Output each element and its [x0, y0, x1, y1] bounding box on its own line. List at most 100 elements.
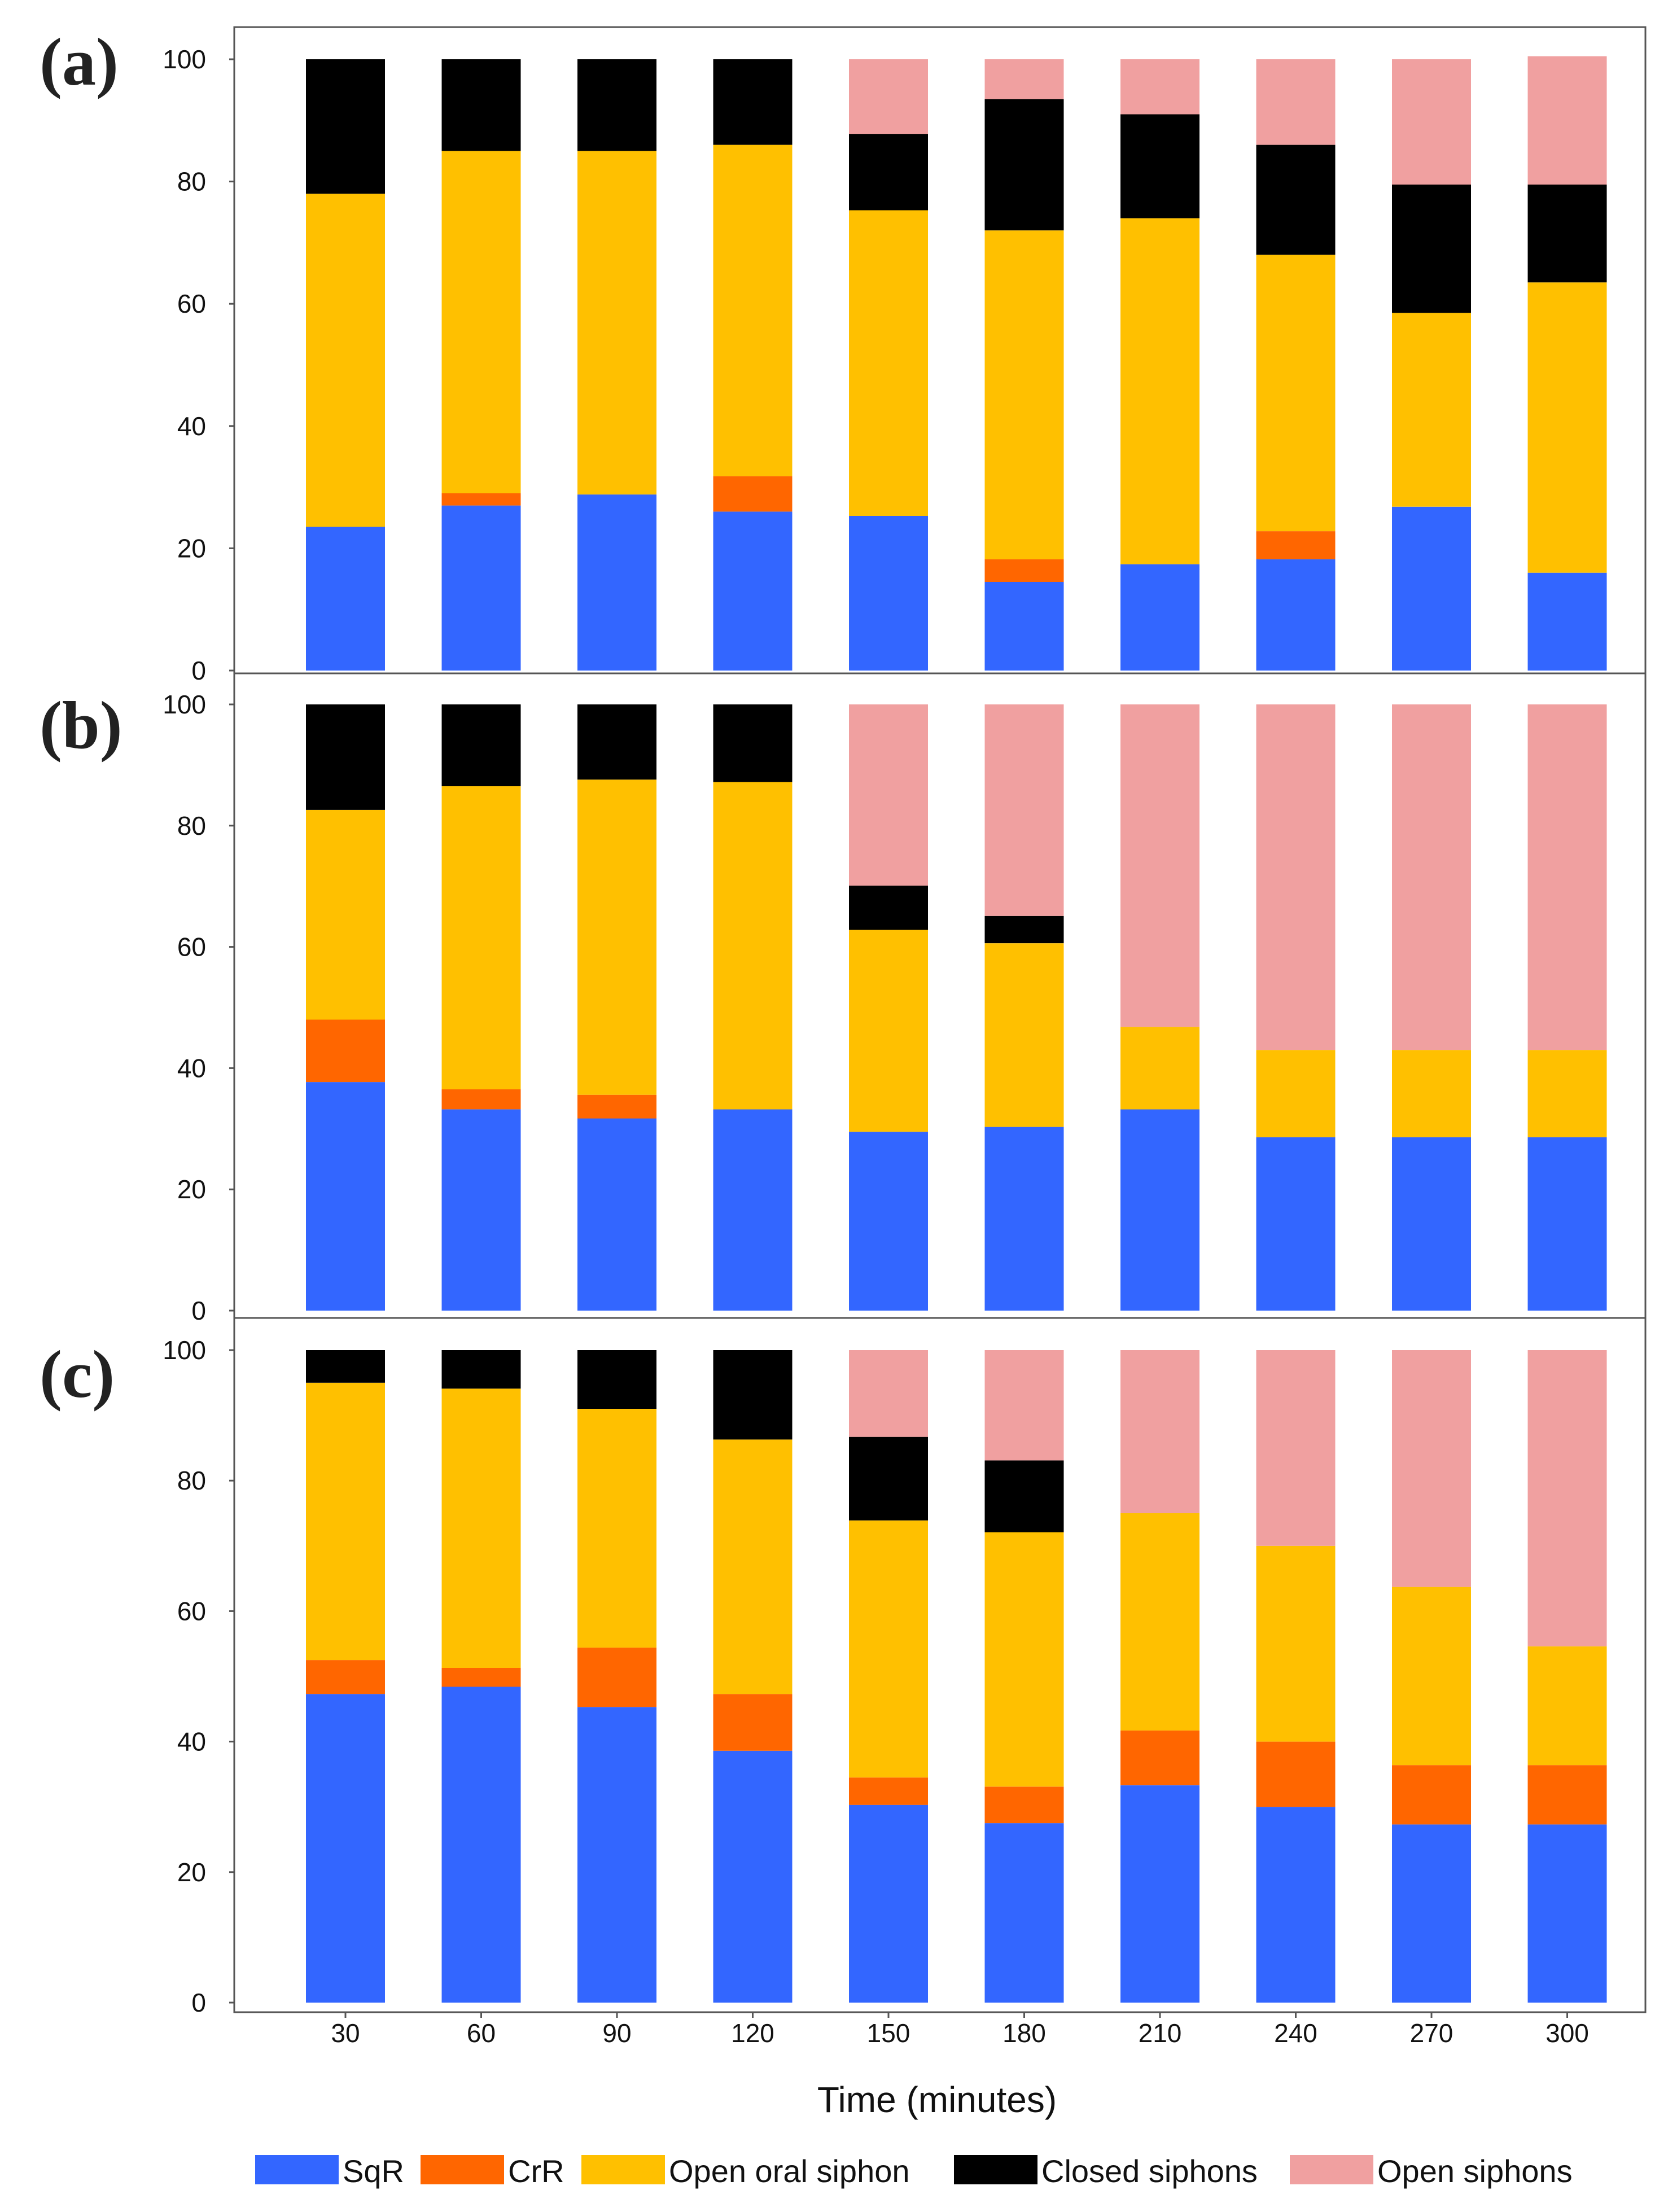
- panel-c-bar-30-closed-siphons: [306, 1350, 385, 1383]
- panel-b-bar-150-open-siphons: [849, 704, 928, 886]
- panel-a-bar-60-sqr: [441, 505, 521, 671]
- panel-c-bar-150-open-oral-siphon: [849, 1520, 928, 1778]
- panel-a-bar-180-crr: [984, 559, 1064, 582]
- panel-c-bar-180-sqr: [984, 1823, 1064, 2003]
- panel-a-bar-120-sqr: [713, 511, 793, 671]
- panel-a-bar-180-closed-siphons: [984, 99, 1064, 231]
- panel-c-bar-210-sqr: [1120, 1785, 1199, 2003]
- x-tick-label-30: 30: [331, 2018, 360, 2048]
- panel-c-label: (c): [40, 1337, 115, 1412]
- panel-a-bar-270-sqr: [1392, 506, 1471, 671]
- panel-b-y-tick-label: 100: [163, 690, 206, 719]
- panel-c-y-tick-label: 40: [177, 1727, 206, 1757]
- panel-b-bar-120-closed-siphons: [713, 704, 793, 782]
- panel-c-bar-300-sqr: [1527, 1824, 1607, 2003]
- panel-b-bar-210-open-oral-siphon: [1120, 1027, 1199, 1110]
- panel-a-bar-90-open-oral-siphon: [577, 151, 656, 495]
- panel-c-bar-270-sqr: [1392, 1824, 1471, 2003]
- panel-b-bar-30-open-oral-siphon: [306, 809, 385, 1020]
- panel-a-y-tick-label: 20: [177, 533, 206, 563]
- panel-c-bar-120-crr: [713, 1694, 793, 1751]
- panel-b-bar-210-open-siphons: [1120, 704, 1199, 1027]
- panel-a-bar-300-sqr: [1527, 572, 1607, 671]
- panel-a-bar-150-closed-siphons: [849, 134, 928, 211]
- panel-c-bar-120-sqr: [713, 1750, 793, 2003]
- panel-a-bar-30-closed-siphons: [306, 59, 385, 194]
- panel-a-bar-270-open-siphons: [1392, 59, 1471, 185]
- panel-c-bar-90-sqr: [577, 1707, 656, 2003]
- panel-b-bar-120-sqr: [713, 1109, 793, 1311]
- panel-c-bar-240-open-siphons: [1256, 1350, 1336, 1546]
- panel-c-bar-210-crr: [1120, 1730, 1199, 1785]
- legend-swatch-cs: [954, 2155, 1037, 2184]
- panel-b-bar-210-sqr: [1120, 1109, 1199, 1311]
- panel-c-bar-30-sqr: [306, 1694, 385, 2003]
- panel-a-bar-240-open-siphons: [1256, 59, 1336, 145]
- panel-a-bar-300-open-siphons: [1527, 56, 1607, 185]
- panel-b-bar-300-open-oral-siphon: [1527, 1050, 1607, 1137]
- panel-a-bar-60-open-oral-siphon: [441, 151, 521, 493]
- panel-a-bar-150-open-siphons: [849, 59, 928, 134]
- panel-a-bar-210-open-siphons: [1120, 59, 1199, 115]
- panel-a-bar-240-sqr: [1256, 559, 1336, 671]
- panel-b-y-tick-label: 0: [191, 1296, 206, 1325]
- panel-a-y-tick-label: 40: [177, 411, 206, 441]
- panel-c-bar-30-open-oral-siphon: [306, 1382, 385, 1661]
- panel-a-bar-150-sqr: [849, 516, 928, 671]
- panel-a-y-tick-label: 80: [177, 167, 206, 196]
- panel-a-y-tick-label: 100: [163, 45, 206, 74]
- panel-c-bar-210-open-oral-siphon: [1120, 1513, 1199, 1731]
- panel-c-bar-270-crr: [1392, 1765, 1471, 1825]
- panel-a-label: (a): [40, 24, 119, 99]
- x-tick-label-90: 90: [602, 2018, 631, 2048]
- panel-c-bar-150-closed-siphons: [849, 1436, 928, 1521]
- panel-a-bar-240-crr: [1256, 531, 1336, 559]
- x-axis-title: Time (minutes): [817, 2079, 1057, 2120]
- panel-b-bar-270-open-siphons: [1392, 704, 1471, 1050]
- panel-a-bar-180-open-siphons: [984, 59, 1064, 99]
- panel-b-bar-150-closed-siphons: [849, 886, 928, 930]
- x-tick-label-180: 180: [1002, 2018, 1046, 2048]
- panel-c-bar-120-closed-siphons: [713, 1350, 793, 1440]
- x-tick-label-300: 300: [1546, 2018, 1589, 2048]
- panel-c-bar-120-open-oral-siphon: [713, 1439, 793, 1694]
- panel-a-bar-180-open-oral-siphon: [984, 230, 1064, 559]
- panel-c-bar-60-open-oral-siphon: [441, 1388, 521, 1668]
- panel-c-bar-210-open-siphons: [1120, 1350, 1199, 1513]
- panel-c-y-tick-label: 0: [191, 1988, 206, 2017]
- panel-a-bar-120-crr: [713, 476, 793, 512]
- panel-a-bar-240-closed-siphons: [1256, 144, 1336, 255]
- legend-label-crr: CrR: [508, 2153, 564, 2189]
- legend-swatch-os: [1290, 2155, 1373, 2184]
- legend-label-cs: Closed siphons: [1041, 2153, 1258, 2189]
- panel-b-bar-150-open-oral-siphon: [849, 930, 928, 1132]
- panel-b-bar-240-open-siphons: [1256, 704, 1336, 1050]
- panel-c-bar-150-open-siphons: [849, 1350, 928, 1437]
- legend-label-sqr: SqR: [343, 2153, 404, 2189]
- panel-c-bar-300-open-oral-siphon: [1527, 1646, 1607, 1766]
- legend-swatch-sqr: [255, 2155, 339, 2184]
- legend-label-oos: Open oral siphon: [669, 2153, 910, 2189]
- panel-c-y-axis: 0 20 40 60 80 100: [163, 1335, 234, 2017]
- panel-c-bar-300-crr: [1527, 1765, 1607, 1825]
- x-axis-tick-labels: 30 60 90 120 150 180 210 240 270 300: [331, 2012, 1589, 2048]
- panel-b-y-tick-label: 60: [177, 932, 206, 962]
- panel-a-bar-270-open-oral-siphon: [1392, 313, 1471, 507]
- panel-a-bar-240-open-oral-siphon: [1256, 255, 1336, 532]
- panel-c-bar-180-open-oral-siphon: [984, 1532, 1064, 1787]
- panel-a-bar-120-open-oral-siphon: [713, 144, 793, 476]
- x-tick-label-60: 60: [467, 2018, 496, 2048]
- x-tick-label-120: 120: [731, 2018, 774, 2048]
- panel-a-bar-30-open-oral-siphon: [306, 194, 385, 527]
- x-tick-label-240: 240: [1274, 2018, 1317, 2048]
- panel-b-bar-90-closed-siphons: [577, 704, 656, 780]
- panel-a-bar-180-sqr: [984, 582, 1064, 671]
- panel-c-y-tick-label: 20: [177, 1858, 206, 1887]
- x-tick-label-270: 270: [1410, 2018, 1454, 2048]
- panel-c-bar-90-open-oral-siphon: [577, 1409, 656, 1648]
- panel-a-y-axis: 0 20 40 60 80 100: [163, 45, 234, 685]
- legend-swatch-oos: [581, 2155, 665, 2184]
- panel-a-bar-120-closed-siphons: [713, 59, 793, 145]
- panel-b-bar-60-sqr: [441, 1109, 521, 1311]
